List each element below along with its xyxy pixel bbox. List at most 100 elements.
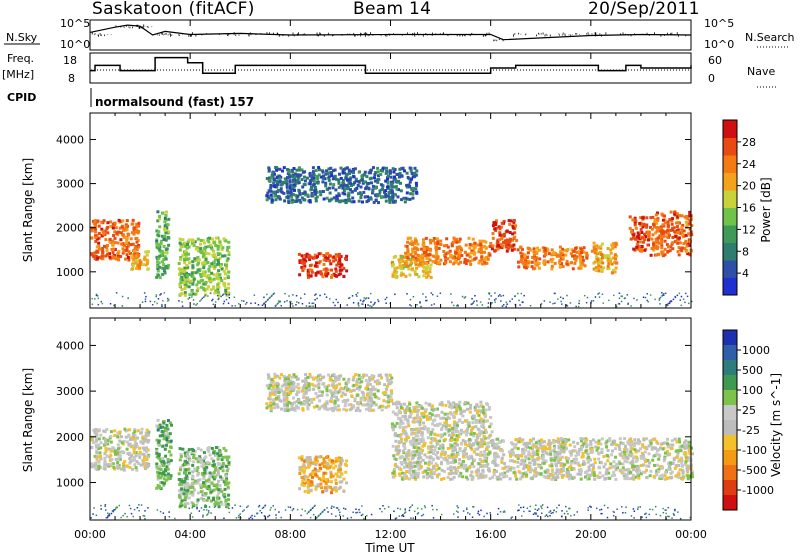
speckle-cell (210, 292, 212, 294)
range-cell (421, 262, 425, 266)
range-cell (199, 279, 203, 283)
range-cell (385, 376, 389, 380)
range-cell (225, 477, 229, 481)
range-cell (155, 451, 159, 455)
range-cell (338, 257, 342, 261)
range-cell (183, 291, 187, 295)
range-cell (298, 468, 302, 472)
speckle-cell (615, 305, 618, 308)
nave-tick-bottom: 0 (708, 72, 715, 85)
range-cell (191, 282, 195, 286)
range-cell (592, 241, 596, 245)
range-cell (325, 389, 329, 393)
range-cell (278, 177, 282, 181)
range-cell (383, 383, 387, 387)
range-cell (133, 249, 136, 253)
range-cell (183, 282, 187, 286)
range-cell (129, 237, 133, 241)
range-cell (201, 239, 205, 242)
range-cell (348, 178, 352, 182)
range-cell (599, 244, 603, 248)
range-cell (95, 249, 99, 253)
range-cell (135, 266, 139, 270)
range-cell (411, 196, 415, 200)
speckle-cell (359, 299, 362, 302)
range-cell (330, 275, 333, 279)
range-cell (631, 218, 635, 222)
range-cell (612, 242, 615, 246)
range-cell (122, 250, 126, 254)
range-cell (268, 391, 272, 395)
range-cell (673, 212, 677, 216)
range-cell (90, 465, 94, 469)
range-cell (334, 457, 338, 460)
range-cell (340, 394, 344, 398)
range-cell (158, 464, 162, 468)
range-cell (224, 499, 228, 503)
range-cell (125, 464, 129, 468)
range-cell (393, 178, 397, 182)
range-cell (120, 225, 124, 229)
range-cell (282, 383, 286, 387)
range-cell (332, 272, 336, 276)
range-cell (287, 374, 291, 377)
range-cell (373, 380, 377, 384)
speckle-cell (121, 295, 124, 298)
range-cell (611, 244, 615, 248)
range-cell (137, 221, 141, 225)
range-cell (97, 428, 101, 432)
range-cell (454, 471, 458, 475)
range-cell (471, 258, 475, 262)
range-cell (306, 485, 310, 489)
range-cell (94, 239, 98, 243)
range-cell (324, 274, 328, 278)
range-cell (135, 252, 139, 255)
range-cell (488, 477, 492, 481)
range-cell (467, 236, 471, 240)
range-cell (127, 233, 130, 237)
range-cell (328, 458, 331, 462)
range-cell (445, 423, 449, 427)
range-cell (276, 374, 280, 378)
range-cell (108, 237, 112, 241)
range-cell (216, 494, 220, 498)
range-cell (668, 233, 671, 237)
range-cell (643, 238, 647, 242)
range-cell (301, 479, 305, 483)
power-data (90, 165, 694, 308)
range-cell (502, 219, 506, 223)
range-cell (159, 250, 163, 254)
range-cell (372, 200, 376, 204)
range-cell (97, 224, 101, 228)
range-cell (401, 429, 405, 433)
range-cell (306, 376, 310, 379)
range-cell (97, 236, 101, 240)
range-cell (574, 258, 578, 262)
range-cell (120, 450, 124, 454)
range-cell (550, 260, 554, 264)
range-cell (118, 455, 122, 459)
range-cell (388, 373, 392, 377)
range-cell (158, 265, 162, 269)
range-cell (400, 437, 403, 441)
range-cell (128, 465, 132, 469)
range-cell (303, 261, 306, 265)
range-cell (318, 168, 321, 172)
range-cell (442, 250, 446, 253)
speckle-cell (220, 295, 222, 298)
range-cell (180, 269, 184, 273)
range-cell (446, 476, 450, 479)
range-cell (386, 379, 390, 383)
range-cell (221, 462, 225, 465)
range-cell (403, 429, 407, 433)
range-cell (521, 261, 525, 265)
range-cell (505, 249, 509, 253)
range-cell (362, 190, 366, 194)
range-cell (410, 432, 413, 436)
range-cell (287, 388, 291, 391)
range-cell (161, 430, 165, 434)
range-cell (388, 382, 392, 386)
speckle-cell (367, 304, 369, 306)
range-cell (390, 389, 393, 393)
range-cell (473, 245, 477, 249)
